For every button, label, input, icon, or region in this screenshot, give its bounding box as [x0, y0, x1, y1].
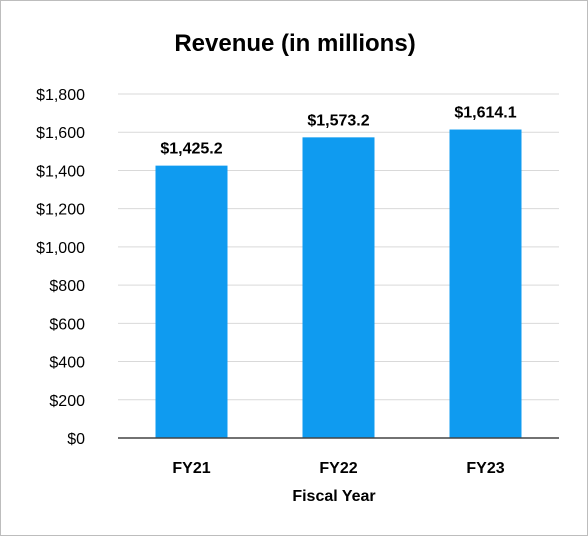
data-label: $1,573.2 [307, 112, 369, 129]
y-axis-ticks: $0 $200 $400 $600 $800 $1,000 $1,200 $1,400 $1,6… [36, 87, 85, 448]
y-tick-label: $200 [49, 393, 85, 410]
y-tick-label: $1,400 [36, 163, 85, 180]
y-tick-label: $400 [49, 355, 85, 372]
y-tick-label: $800 [49, 278, 85, 295]
y-tick-label: $1,000 [36, 240, 85, 257]
x-axis-label: Fiscal Year [292, 488, 375, 505]
y-tick-label: $1,200 [36, 202, 85, 219]
x-tick-label: FY23 [466, 460, 504, 477]
x-tick-label: FY22 [319, 460, 357, 477]
data-label: $1,425.2 [160, 141, 222, 158]
chart-title: Revenue (in millions) [174, 30, 415, 57]
y-tick-label: $1,800 [36, 87, 85, 104]
y-tick-label: $0 [67, 431, 85, 448]
y-tick-label: $600 [49, 316, 85, 333]
bar [302, 137, 375, 438]
y-tick-label: $1,600 [36, 125, 85, 142]
bar [155, 165, 228, 438]
x-tick-label: FY21 [172, 460, 210, 477]
x-axis-categories: FY21 FY22 FY23 [172, 460, 504, 477]
bars [155, 129, 522, 438]
data-label: $1,614.1 [454, 105, 516, 122]
bar [449, 129, 522, 438]
data-labels: $1,425.2 $1,573.2 $1,614.1 [160, 105, 516, 158]
